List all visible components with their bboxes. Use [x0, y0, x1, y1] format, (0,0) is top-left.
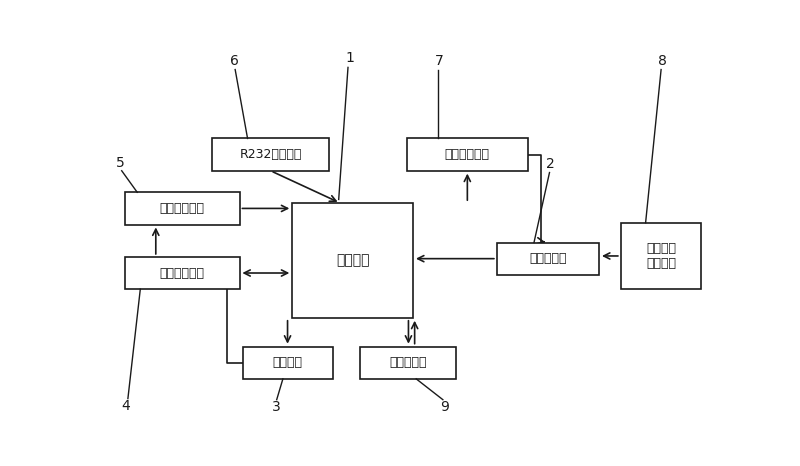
Text: R232接口电路: R232接口电路 — [239, 148, 302, 161]
Bar — [360, 347, 457, 379]
Bar — [292, 203, 413, 318]
Text: 7: 7 — [435, 54, 443, 68]
Text: 拨号电路: 拨号电路 — [273, 356, 302, 369]
Text: 6: 6 — [230, 54, 239, 68]
Text: 2: 2 — [546, 158, 555, 171]
Text: 铃流检测电路: 铃流检测电路 — [160, 202, 205, 215]
Text: 1: 1 — [346, 51, 354, 65]
Bar — [125, 192, 239, 225]
Text: 外线电缆
接口电路: 外线电缆 接口电路 — [646, 242, 676, 270]
Text: 录放音电路: 录放音电路 — [390, 356, 427, 369]
Text: 5: 5 — [115, 156, 124, 170]
Bar — [125, 257, 239, 289]
Bar — [497, 242, 599, 275]
Text: 9: 9 — [440, 400, 449, 414]
Text: 通道选择电路: 通道选择电路 — [445, 148, 490, 161]
Bar — [407, 138, 528, 171]
Text: 控制电路: 控制电路 — [336, 254, 370, 267]
Bar — [621, 223, 702, 289]
Bar — [211, 138, 330, 171]
Text: 3: 3 — [272, 400, 281, 414]
Text: 单稳态电路: 单稳态电路 — [530, 252, 566, 265]
Text: 电话接口电路: 电话接口电路 — [160, 267, 205, 280]
Bar — [242, 347, 333, 379]
Text: 8: 8 — [658, 54, 667, 68]
Text: 4: 4 — [122, 399, 130, 413]
